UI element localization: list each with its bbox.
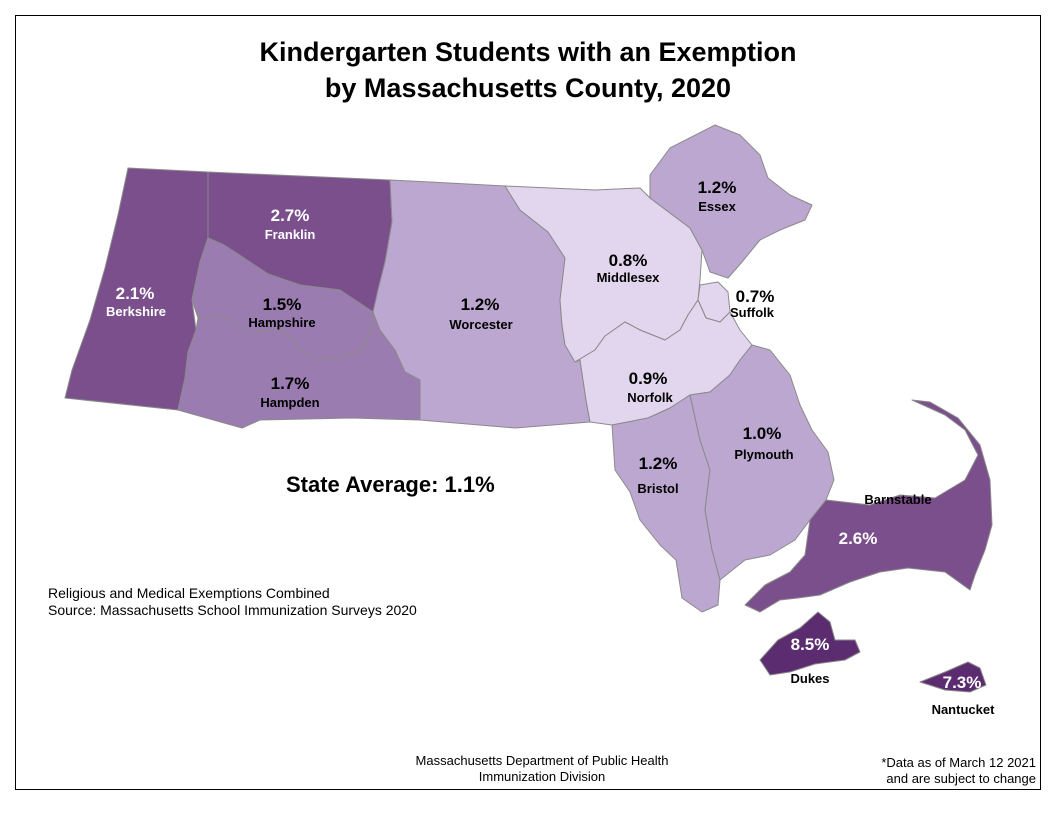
- map-title-line-1: Kindergarten Students with an Exemption: [259, 37, 797, 67]
- credit-line-2: Immunization Division: [478, 769, 606, 784]
- nantucket-percent: 7.3%: [943, 673, 982, 692]
- county-nantucket[interactable]: [919, 661, 987, 693]
- nantucket-name: Nantucket: [932, 702, 996, 717]
- source-note: Source: Massachusetts School Immunizatio…: [48, 602, 417, 618]
- suffolk-percent: 0.7%: [736, 287, 775, 306]
- franklin-percent: 2.7%: [271, 206, 310, 225]
- exemption-note: Religious and Medical Exemptions Combine…: [48, 585, 330, 601]
- worcester-percent: 1.2%: [461, 295, 500, 314]
- map-title-line-2: by Massachusetts County, 2020: [324, 73, 732, 103]
- disclaimer-line-2: and are subject to change: [886, 771, 1036, 786]
- hampden-name: Hampden: [260, 395, 319, 410]
- bristol-percent: 1.2%: [639, 454, 678, 473]
- plymouth-percent: 1.0%: [743, 424, 782, 443]
- essex-percent: 1.2%: [698, 178, 737, 197]
- dukes-name: Dukes: [790, 671, 829, 686]
- franklin-name: Franklin: [265, 227, 316, 242]
- berkshire-name: Berkshire: [106, 304, 166, 319]
- barnstable-percent: 2.6%: [839, 529, 878, 548]
- essex-name: Essex: [698, 199, 736, 214]
- suffolk-name: Suffolk: [730, 305, 775, 320]
- hampshire-name: Hampshire: [248, 315, 315, 330]
- middlesex-percent: 0.8%: [609, 251, 648, 270]
- county-barnstable[interactable]: [744, 399, 993, 613]
- berkshire-percent: 2.1%: [116, 284, 155, 303]
- hampshire-percent: 1.5%: [263, 295, 302, 314]
- county-dukes[interactable]: [759, 611, 861, 676]
- disclaimer-line-1: *Data as of March 12 2021: [881, 755, 1036, 770]
- worcester-name: Worcester: [449, 317, 512, 332]
- barnstable-name: Barnstable: [864, 492, 931, 507]
- middlesex-name: Middlesex: [597, 270, 661, 285]
- map-frame: [15, 15, 1041, 790]
- credit-line-1: Massachusetts Department of Public Healt…: [415, 753, 669, 768]
- hampden-percent: 1.7%: [271, 374, 310, 393]
- bristol-name: Bristol: [637, 481, 678, 496]
- county-plymouth[interactable]: [689, 344, 835, 581]
- plymouth-name: Plymouth: [734, 447, 793, 462]
- county-essex[interactable]: [649, 124, 813, 279]
- county-bristol[interactable]: [611, 394, 721, 613]
- state-average: State Average: 1.1%: [286, 472, 495, 497]
- norfolk-name: Norfolk: [627, 390, 673, 405]
- dukes-percent: 8.5%: [791, 635, 830, 654]
- norfolk-percent: 0.9%: [629, 369, 668, 388]
